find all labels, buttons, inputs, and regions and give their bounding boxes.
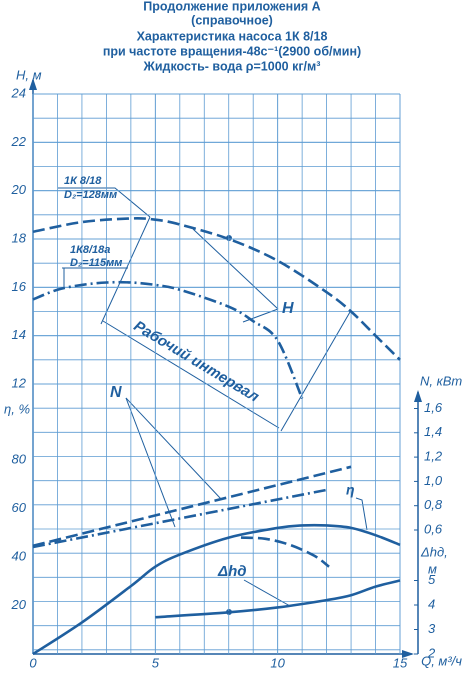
y-axis-label: η, %	[4, 401, 30, 416]
y-tick-label: 5	[428, 572, 436, 587]
y-tick-label: 1,4	[424, 424, 442, 439]
y-tick-label: 80	[12, 451, 27, 466]
y-axis-label: Δhд,	[420, 544, 448, 559]
chart-title: при частоте вращения-48с⁻¹(2900 об/мин)	[103, 44, 361, 58]
curve	[32, 523, 401, 656]
y-tick-label: 40	[12, 548, 27, 563]
y-tick-label: 18	[12, 230, 27, 245]
x-axis-label: Q, м³/ч	[421, 653, 462, 668]
curve	[155, 579, 401, 619]
y-tick-label: 22	[11, 134, 27, 149]
chart-title: (справочное)	[191, 13, 273, 27]
annotation: D₂=115мм	[70, 257, 122, 269]
y-tick-label: 24	[11, 85, 26, 100]
curve	[32, 217, 401, 361]
curve	[32, 280, 304, 400]
y-tick-label: 60	[12, 500, 27, 515]
x-tick-label: 5	[152, 655, 160, 670]
annotation: 1К8/18а	[70, 244, 110, 256]
x-tick-label: 10	[270, 655, 285, 670]
y-axis-label: N, кВт	[420, 373, 462, 388]
y-axis-label: Н, м	[16, 67, 42, 82]
y-tick-label: 4	[428, 596, 435, 611]
y-tick-label: 1,0	[424, 473, 443, 488]
axis-arrow	[29, 78, 37, 90]
axis-arrow	[414, 390, 422, 402]
annotation: D₂=128мм	[64, 189, 117, 201]
y-tick-label: 3	[428, 621, 436, 636]
plot: 0 5 10 1512141618202224204060800,60,81,01,2…	[11, 85, 443, 670]
chart-title: Характеристика насоса 1К 8/18	[137, 29, 328, 43]
axis-arrow	[402, 650, 414, 658]
x-tick-label: 0	[29, 655, 37, 670]
chart-title: Жидкость- вода ρ=1000 кг/м³	[143, 59, 321, 73]
curve	[32, 488, 327, 549]
annotation: η	[346, 482, 355, 498]
chart-title: Продолжение приложения А	[143, 0, 320, 13]
curve	[32, 465, 352, 548]
annotation: Δhд	[217, 563, 247, 580]
curve	[240, 536, 330, 568]
annotation: N	[110, 384, 122, 401]
y-tick-label: 12	[12, 375, 27, 390]
y-tick-label: 0,8	[424, 497, 443, 512]
y-tick-label: 20	[11, 597, 27, 612]
y-tick-label: 14	[12, 327, 26, 342]
y-tick-label: 0,6	[424, 521, 443, 536]
x-tick-label: 15	[393, 655, 408, 670]
y-tick-label: 16	[12, 279, 27, 294]
y-axis-label: м	[428, 561, 437, 576]
y-tick-label: 1,2	[424, 449, 443, 464]
y-tick-label: 1,6	[424, 400, 443, 415]
annotation-lines	[58, 187, 368, 615]
annotation: Рабочий интервал	[131, 317, 263, 406]
annotation: 1К 8/18	[64, 175, 102, 187]
annotation: Н	[282, 300, 294, 317]
y-tick-label: 2	[427, 645, 436, 660]
y-tick-label: 20	[11, 182, 27, 197]
